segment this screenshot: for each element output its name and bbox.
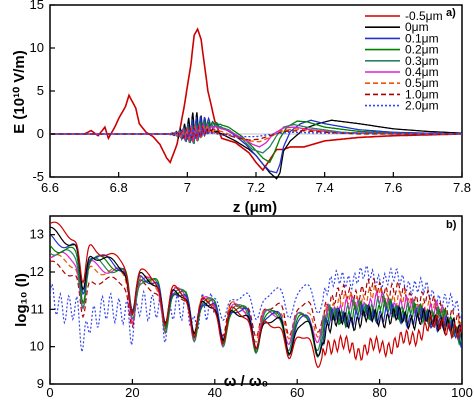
- x-tick-label-b: 20: [125, 385, 139, 400]
- y-tick-label-b: 12: [30, 264, 44, 279]
- series-line-b-0: [50, 221, 462, 369]
- panel-label-b: b): [446, 219, 457, 231]
- y-tick-label-b: 13: [30, 227, 44, 242]
- y-tick-label-a: 5: [37, 83, 44, 98]
- x-tick-label-a: 7: [184, 180, 191, 195]
- panel-label-a: a): [446, 7, 456, 19]
- series-line-a-2: [50, 116, 462, 174]
- series-line-b-8: [50, 264, 462, 352]
- y-tick-label-a: 0: [37, 126, 44, 141]
- y-axis-label-a: E (10¹⁰ V/m): [11, 50, 28, 134]
- legend-label: 0.5μm: [405, 76, 439, 90]
- x-tick-label-b: 100: [451, 385, 473, 400]
- series-line-a-8: [50, 126, 462, 142]
- plot-frame-b: [49, 215, 463, 385]
- x-tick-label-a: 7.6: [384, 180, 402, 195]
- legend-label: 1.0μm: [405, 87, 439, 101]
- panel-b: 0 20 40 60 80 100 9 10 11 12 13 b) log₁₀ (I) ω / ω…: [13, 215, 473, 400]
- legend-label: 0.2μm: [405, 43, 439, 57]
- series-line-b-2: [50, 233, 462, 357]
- panel-a: 6.6 6.8 7 7.2 7.4 7.6 7.8 -5 0 5 10 15 a) E (10¹⁰ V…: [11, 0, 471, 216]
- x-axis-label-a: z (μm): [233, 199, 277, 216]
- x-tick-label-a: 7.4: [316, 180, 334, 195]
- series-line-a-4: [50, 120, 462, 154]
- x-tick-label-a: 7.2: [247, 180, 265, 195]
- y-tick-label-b: 9: [37, 376, 44, 391]
- legend-label: -0.5μm: [405, 9, 443, 23]
- legend-label: 2.0μm: [405, 99, 439, 113]
- y-tick-label-b: 10: [30, 339, 44, 354]
- series-lines-b: [50, 221, 462, 369]
- x-tick-label-a: 6.6: [41, 180, 59, 195]
- x-tick-label-a: 7.8: [453, 180, 471, 195]
- series-line-a-0: [50, 27, 462, 172]
- x-tick-label-b: 60: [290, 385, 304, 400]
- y-tick-label-b: 11: [31, 301, 45, 316]
- y-axis-label-b: log₁₀ (I): [13, 273, 30, 327]
- y-tick-label-a: 10: [30, 40, 44, 55]
- series-line-b-7: [50, 260, 462, 339]
- series-lines-a: [50, 27, 462, 180]
- y-tick-label-a: -5: [32, 169, 44, 184]
- legend-label: 0.3μm: [405, 54, 439, 68]
- x-tick-label-b: 40: [208, 385, 222, 400]
- x-axis-label-b: ω / ω₀: [224, 373, 269, 390]
- legend-label: 0μm: [405, 20, 429, 34]
- legend-label: 0.4μm: [405, 65, 439, 79]
- x-tick-label-b: 0: [46, 385, 53, 400]
- legend-label: 0.1μm: [405, 31, 439, 45]
- legend: -0.5μm0μm0.1μm0.2μm0.3μm0.4μm0.5μm1.0μm2…: [365, 9, 443, 113]
- x-tick-label-a: 6.8: [110, 180, 128, 195]
- y-tick-label-a: 15: [30, 0, 44, 12]
- x-tick-label-b: 80: [372, 385, 386, 400]
